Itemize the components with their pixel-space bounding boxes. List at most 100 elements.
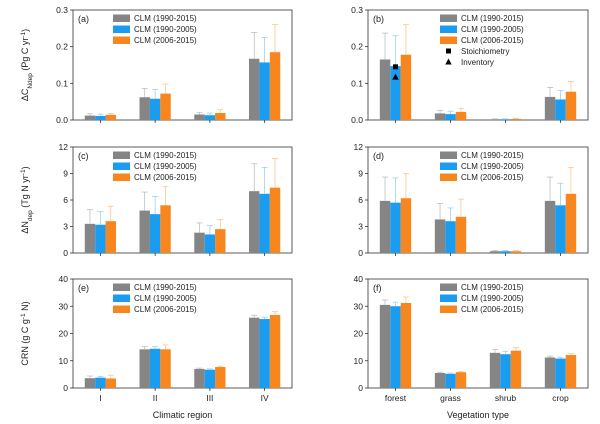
y-tick-label: 0 xyxy=(358,383,363,393)
panel-b: 0.0 0.1 0.2 0.3 (b) CLM (1990-2015) CLM (1990-… xyxy=(351,5,589,125)
legend-label: CLM (1990-2005) xyxy=(134,25,197,34)
bar-clm-1990-2015--shrub xyxy=(489,119,501,120)
bar-clm-1990-2005--shrub xyxy=(500,251,511,253)
bar-clm-1990-2005--grass xyxy=(445,373,456,388)
bar-clm-1990-2015--iii xyxy=(194,232,205,253)
y-axis-label-part: -1 xyxy=(20,313,27,319)
legend-label: Inventory xyxy=(461,58,494,67)
legend-label: CLM (2006-2015) xyxy=(461,173,524,182)
bar-clm-1990-2015--ii xyxy=(139,210,150,253)
bar-clm-1990-2015--crop xyxy=(544,200,556,253)
bar-clm-1990-2015--iv xyxy=(249,317,260,388)
bar-clm-1990-2005--ii xyxy=(149,348,161,388)
bar-clm-2006-2015--crop xyxy=(565,91,577,120)
bar-clm-2006-2015--grass xyxy=(455,216,467,253)
legend-label: CLM (1990-2005) xyxy=(134,162,197,171)
x-tick-label: grass xyxy=(440,393,461,403)
panel-c: 0 3 6 9 12 (c) CLM (1990-2015) CLM (1990-2005) C… xyxy=(20,142,293,258)
legend-swatch xyxy=(113,151,130,159)
legend-label: CLM (2006-2015) xyxy=(134,36,197,45)
y-tick-label: 0.1 xyxy=(351,78,363,88)
legend-swatch xyxy=(113,294,130,302)
y-axis-label-part: ΔC xyxy=(20,88,30,101)
legend-swatch xyxy=(440,25,457,33)
bar-clm-2006-2015--i xyxy=(105,221,116,253)
legend-entry: CLM (1990-2015) xyxy=(440,14,524,23)
legend-entry: CLM (2006-2015) xyxy=(440,173,524,182)
legend-label: CLM (1990-2005) xyxy=(461,25,524,34)
legend-label: CLM (1990-2015) xyxy=(134,151,197,160)
bar-clm-2006-2015--iii xyxy=(215,229,226,253)
bar-clm-2006-2015--crop xyxy=(565,355,577,388)
legend-swatch xyxy=(113,36,130,44)
y-tick-label: 9 xyxy=(63,169,68,179)
bar-clm-1990-2015--iii xyxy=(194,368,205,388)
y-tick-label: 0.0 xyxy=(56,115,68,125)
legend-swatch xyxy=(440,162,457,170)
legend-stoichiometry-symbol xyxy=(446,48,451,54)
marker-inventory xyxy=(392,73,399,80)
legend-entry: CLM (2006-2015) xyxy=(113,305,197,314)
panel-label: (f) xyxy=(373,283,382,293)
y-axis-label: ΔNdep (Tg N yr-1) xyxy=(20,166,34,233)
y-tick-label: 30 xyxy=(59,301,69,311)
bar-clm-1990-2005--forest xyxy=(390,66,401,120)
y-tick-label: 0 xyxy=(63,248,68,258)
bar-clm-1990-2005--shrub xyxy=(500,119,511,120)
legend-label: CLM (2006-2015) xyxy=(461,305,524,314)
bar-clm-1990-2005--ii xyxy=(149,214,161,253)
x-tick-label: shrub xyxy=(495,393,517,403)
bar-clm-1990-2005--i xyxy=(95,224,106,253)
y-axis-label-part: -1 xyxy=(20,169,27,175)
y-tick-label: 9 xyxy=(358,169,363,179)
y-tick-label: 40 xyxy=(59,274,69,284)
panel-label: (b) xyxy=(373,14,384,24)
y-tick-label: 3 xyxy=(358,222,363,232)
y-axis-label-part: (Pg C yr xyxy=(20,38,30,74)
panel-label: (d) xyxy=(373,151,384,161)
panel-a: 0.0 0.1 0.2 0.3 (a) CLM (1990-2015) CLM (1990-… xyxy=(20,5,293,125)
legend-entry: CLM (1990-2005) xyxy=(113,25,197,34)
y-tick-label: 6 xyxy=(358,195,363,205)
legend-entry: CLM (1990-2005) xyxy=(440,162,524,171)
bar-clm-1990-2015--shrub xyxy=(489,251,501,253)
x-axis-label: Climatic region xyxy=(153,410,213,420)
y-tick-label: 12 xyxy=(354,142,364,152)
x-tick-label: forest xyxy=(385,393,407,403)
y-axis-label-part: (Tg N yr xyxy=(20,175,30,210)
y-axis-label-part: dep xyxy=(27,210,34,221)
x-tick-label: IV xyxy=(261,393,269,403)
y-axis-label-part: ) xyxy=(20,29,30,32)
bar-clm-1990-2005--i xyxy=(95,115,106,120)
legend-entry: CLM (1990-2015) xyxy=(113,14,197,23)
bar-clm-1990-2015--iv xyxy=(249,58,260,120)
legend-label: CLM (2006-2015) xyxy=(134,173,197,182)
bar-clm-1990-2005--iii xyxy=(204,234,216,253)
plot-frame xyxy=(367,9,589,121)
panel-label: (a) xyxy=(78,14,89,24)
bar-clm-1990-2015--crop xyxy=(544,357,556,388)
bar-clm-2006-2015--ii xyxy=(160,93,171,120)
legend-swatch xyxy=(113,173,130,181)
y-axis-label-part: ΔN xyxy=(20,221,30,234)
legend-label: CLM (2006-2015) xyxy=(461,36,524,45)
panel-f: 0 10 20 30 40 forest grass shrub crop (f) CLM (199… xyxy=(354,274,589,420)
legend-entry: CLM (1990-2015) xyxy=(440,283,524,292)
legend-label: CLM (1990-2005) xyxy=(461,294,524,303)
bar-clm-1990-2005--crop xyxy=(555,99,566,120)
bar-clm-1990-2005--grass xyxy=(445,114,456,120)
x-tick-label: III xyxy=(206,393,213,403)
legend-label: CLM (1990-2015) xyxy=(461,283,524,292)
bar-clm-2006-2015--shrub xyxy=(510,118,522,120)
y-tick-label: 0.3 xyxy=(351,5,363,15)
bar-clm-1990-2005--shrub xyxy=(500,354,511,388)
legend-entry: CLM (2006-2015) xyxy=(113,36,197,45)
legend-entry: CLM (2006-2015) xyxy=(440,305,524,314)
bar-clm-2006-2015--ii xyxy=(160,205,171,253)
legend-entry: CLM (2006-2015) xyxy=(113,173,197,182)
bar-clm-1990-2005--iii xyxy=(204,115,216,120)
bar-clm-2006-2015--iv xyxy=(269,314,281,388)
legend-entry: CLM (1990-2005) xyxy=(113,294,197,303)
bar-clm-1990-2015--ii xyxy=(139,349,150,388)
